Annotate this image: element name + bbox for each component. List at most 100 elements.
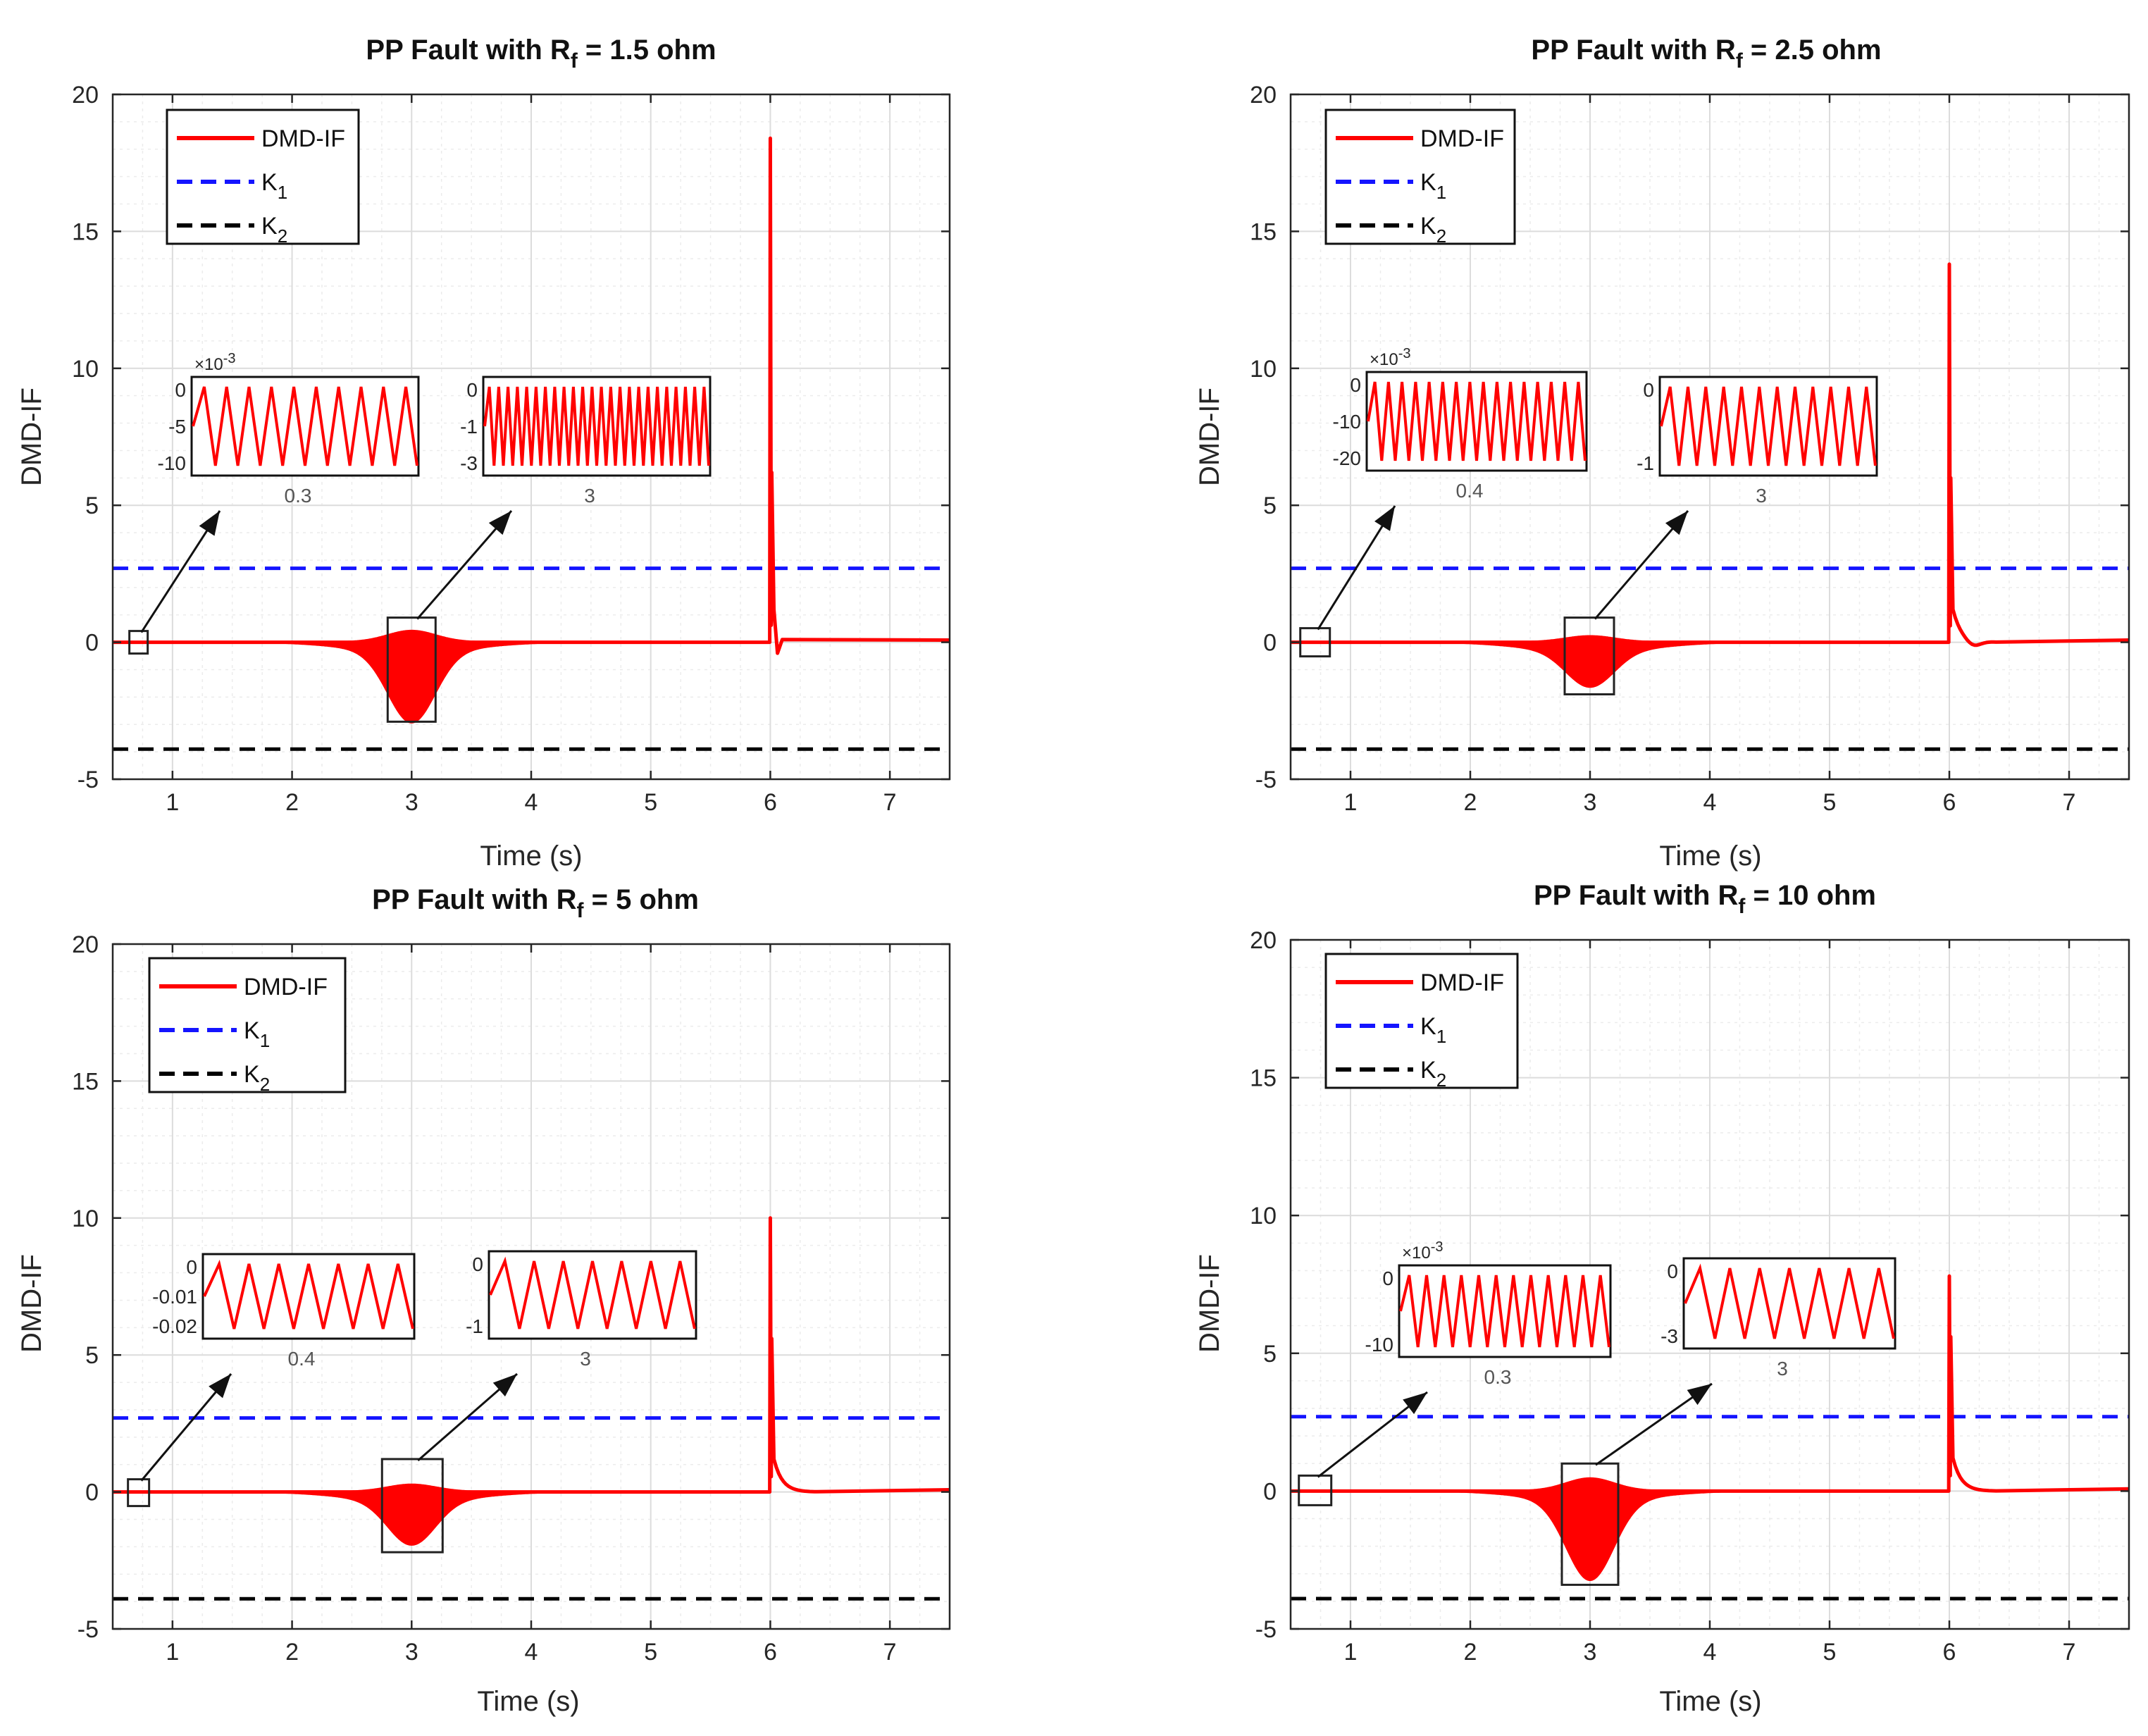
- chart-title: PP Fault with Rf = 5 ohm: [372, 884, 699, 922]
- inset-signal: [1660, 386, 1877, 466]
- legend-entry-2: K1: [244, 1017, 270, 1051]
- x-tick-label: 2: [285, 789, 299, 816]
- legend-label: DMD-IF: [1420, 969, 1504, 996]
- zoom-arrow-head: [1403, 1392, 1427, 1415]
- inset-x-tick-label: 0.3: [1484, 1366, 1512, 1388]
- x-tick-label: 3: [1584, 1639, 1597, 1666]
- inset-y-tick-label: -1: [466, 1315, 483, 1337]
- x-tick-label: 4: [525, 1639, 538, 1666]
- title-subscript: f: [577, 899, 585, 922]
- y-tick-label: 0: [1263, 630, 1277, 657]
- inset-y-tick-label: -1: [1637, 452, 1654, 474]
- zoom-source-box-2: [1563, 616, 1615, 695]
- x-tick-label: 1: [166, 1639, 179, 1666]
- legend-label: K: [261, 169, 278, 196]
- exponent-power: -3: [1398, 346, 1411, 361]
- inset-2: 0 -3 3: [1595, 1257, 1896, 1466]
- inset-exponent-label: ×10-3: [194, 351, 236, 374]
- y-tick-label: 5: [1263, 492, 1277, 519]
- y-axis-label: DMD-IF: [1194, 1254, 1225, 1353]
- y-tick-label: 0: [85, 630, 99, 657]
- x-tick-label: 3: [1584, 789, 1597, 816]
- x-tick-label: 7: [2063, 1639, 2076, 1666]
- y-tick-label: 10: [72, 1205, 99, 1232]
- title-tail: = 10 ohm: [1745, 880, 1876, 911]
- zoom-source-box-1: [127, 1478, 151, 1508]
- inset-y-tick-label: -20: [1333, 447, 1361, 469]
- dmd-if-line: [1291, 1274, 2130, 1493]
- x-tick-label: 4: [1703, 1639, 1717, 1666]
- inset-y-tick-label: 0: [466, 379, 478, 401]
- inset-2: 0 -1 3: [417, 1250, 697, 1462]
- y-tick-label: 0: [1263, 1478, 1277, 1505]
- legend-entry-1: DMD-IF: [244, 974, 328, 1000]
- inset-x-tick-label: 3: [584, 485, 595, 507]
- legend-label-subscript: 2: [1436, 225, 1446, 247]
- inset-exponent-label: ×10-3: [1370, 346, 1411, 369]
- y-tick-label: 20: [1250, 927, 1277, 954]
- x-tick-label: 2: [1464, 1639, 1477, 1666]
- x-tick-label: 1: [1344, 789, 1358, 816]
- y-tick-label: 15: [72, 218, 99, 245]
- legend-label-subscript: 1: [260, 1030, 270, 1051]
- title-subscript: f: [571, 49, 578, 73]
- x-tick-label: 1: [166, 789, 179, 816]
- inset-x-tick-label: 3: [1756, 485, 1767, 507]
- inset-signal: [489, 1256, 696, 1329]
- legend-entry-1: DMD-IF: [1420, 969, 1504, 996]
- inset-y-tick-label: -3: [1660, 1325, 1678, 1347]
- zoom-source-box-2: [380, 1458, 444, 1554]
- legend-label: DMD-IF: [1420, 125, 1504, 152]
- inset-signal: [483, 386, 710, 466]
- legend-label: K: [1420, 1013, 1436, 1040]
- y-axis-label: DMD-IF: [16, 1254, 47, 1353]
- inset-1: 0 -0.01 -0.02 0.4: [140, 1253, 416, 1482]
- inset-y-tick-label: 0: [1350, 374, 1361, 396]
- inset-x-tick-label: 3: [580, 1348, 591, 1370]
- inset-y-tick-label: -3: [460, 452, 478, 474]
- y-tick-label: -5: [77, 767, 99, 793]
- x-tick-label: 5: [644, 789, 657, 816]
- zoom-arrow-head: [209, 1374, 231, 1399]
- dmd-if-line: [113, 136, 950, 655]
- inset-x-tick-label: 3: [1777, 1358, 1788, 1380]
- legend-box: [148, 957, 347, 1093]
- zoom-arrow-line: [1317, 505, 1396, 631]
- title-main: PP Fault with R: [1534, 880, 1739, 911]
- title-subscript: f: [1738, 895, 1746, 918]
- y-tick-label: 10: [1250, 1203, 1277, 1229]
- inset-signal: [192, 386, 418, 466]
- legend-label-subscript: 2: [1436, 1070, 1446, 1091]
- inset-x-tick-label: 0.3: [285, 485, 312, 507]
- inset-y-tick-label: 0: [186, 1256, 197, 1278]
- chart-panel-3: 0 -0.01 -0.02 0.4 0 -1 3 1 2 3 4 5 6 7 -5 0 5 10 15 20 PP Fa…: [16, 884, 951, 1717]
- x-axis-label: Time (s): [477, 1686, 579, 1717]
- legend-entry-3: K2: [1420, 213, 1446, 247]
- y-tick-label: 5: [1263, 1341, 1277, 1368]
- legend-label: K: [1420, 213, 1436, 240]
- inset-2: 0 -1 -3 3: [416, 376, 712, 620]
- legend-label: DMD-IF: [261, 125, 345, 152]
- inset-y-tick-label: 0: [175, 379, 186, 401]
- legend-label: K: [244, 1061, 260, 1088]
- legend-label: K: [1420, 169, 1436, 196]
- legend-entry-2: K1: [1420, 1013, 1446, 1047]
- x-tick-label: 6: [1943, 1639, 1956, 1666]
- inset-2: 0 -1 3: [1594, 376, 1878, 620]
- legend-entry-1: DMD-IF: [1420, 125, 1504, 152]
- legend-label: K: [244, 1017, 260, 1044]
- y-tick-label: 20: [72, 82, 99, 108]
- legend-label-subscript: 2: [278, 225, 287, 247]
- inset-y-tick-label: -0.01: [152, 1286, 197, 1308]
- inset-y-tick-label: 0: [1643, 379, 1654, 401]
- zoom-source-box-1: [1299, 627, 1331, 658]
- inset-y-tick-label: 0: [1382, 1267, 1393, 1289]
- y-tick-label: 15: [1250, 1065, 1277, 1092]
- x-tick-label: 5: [644, 1639, 657, 1666]
- legend-entry-3: K2: [1420, 1057, 1446, 1091]
- inset-y-tick-label: -10: [158, 452, 186, 474]
- x-axis-label: Time (s): [1659, 841, 1761, 872]
